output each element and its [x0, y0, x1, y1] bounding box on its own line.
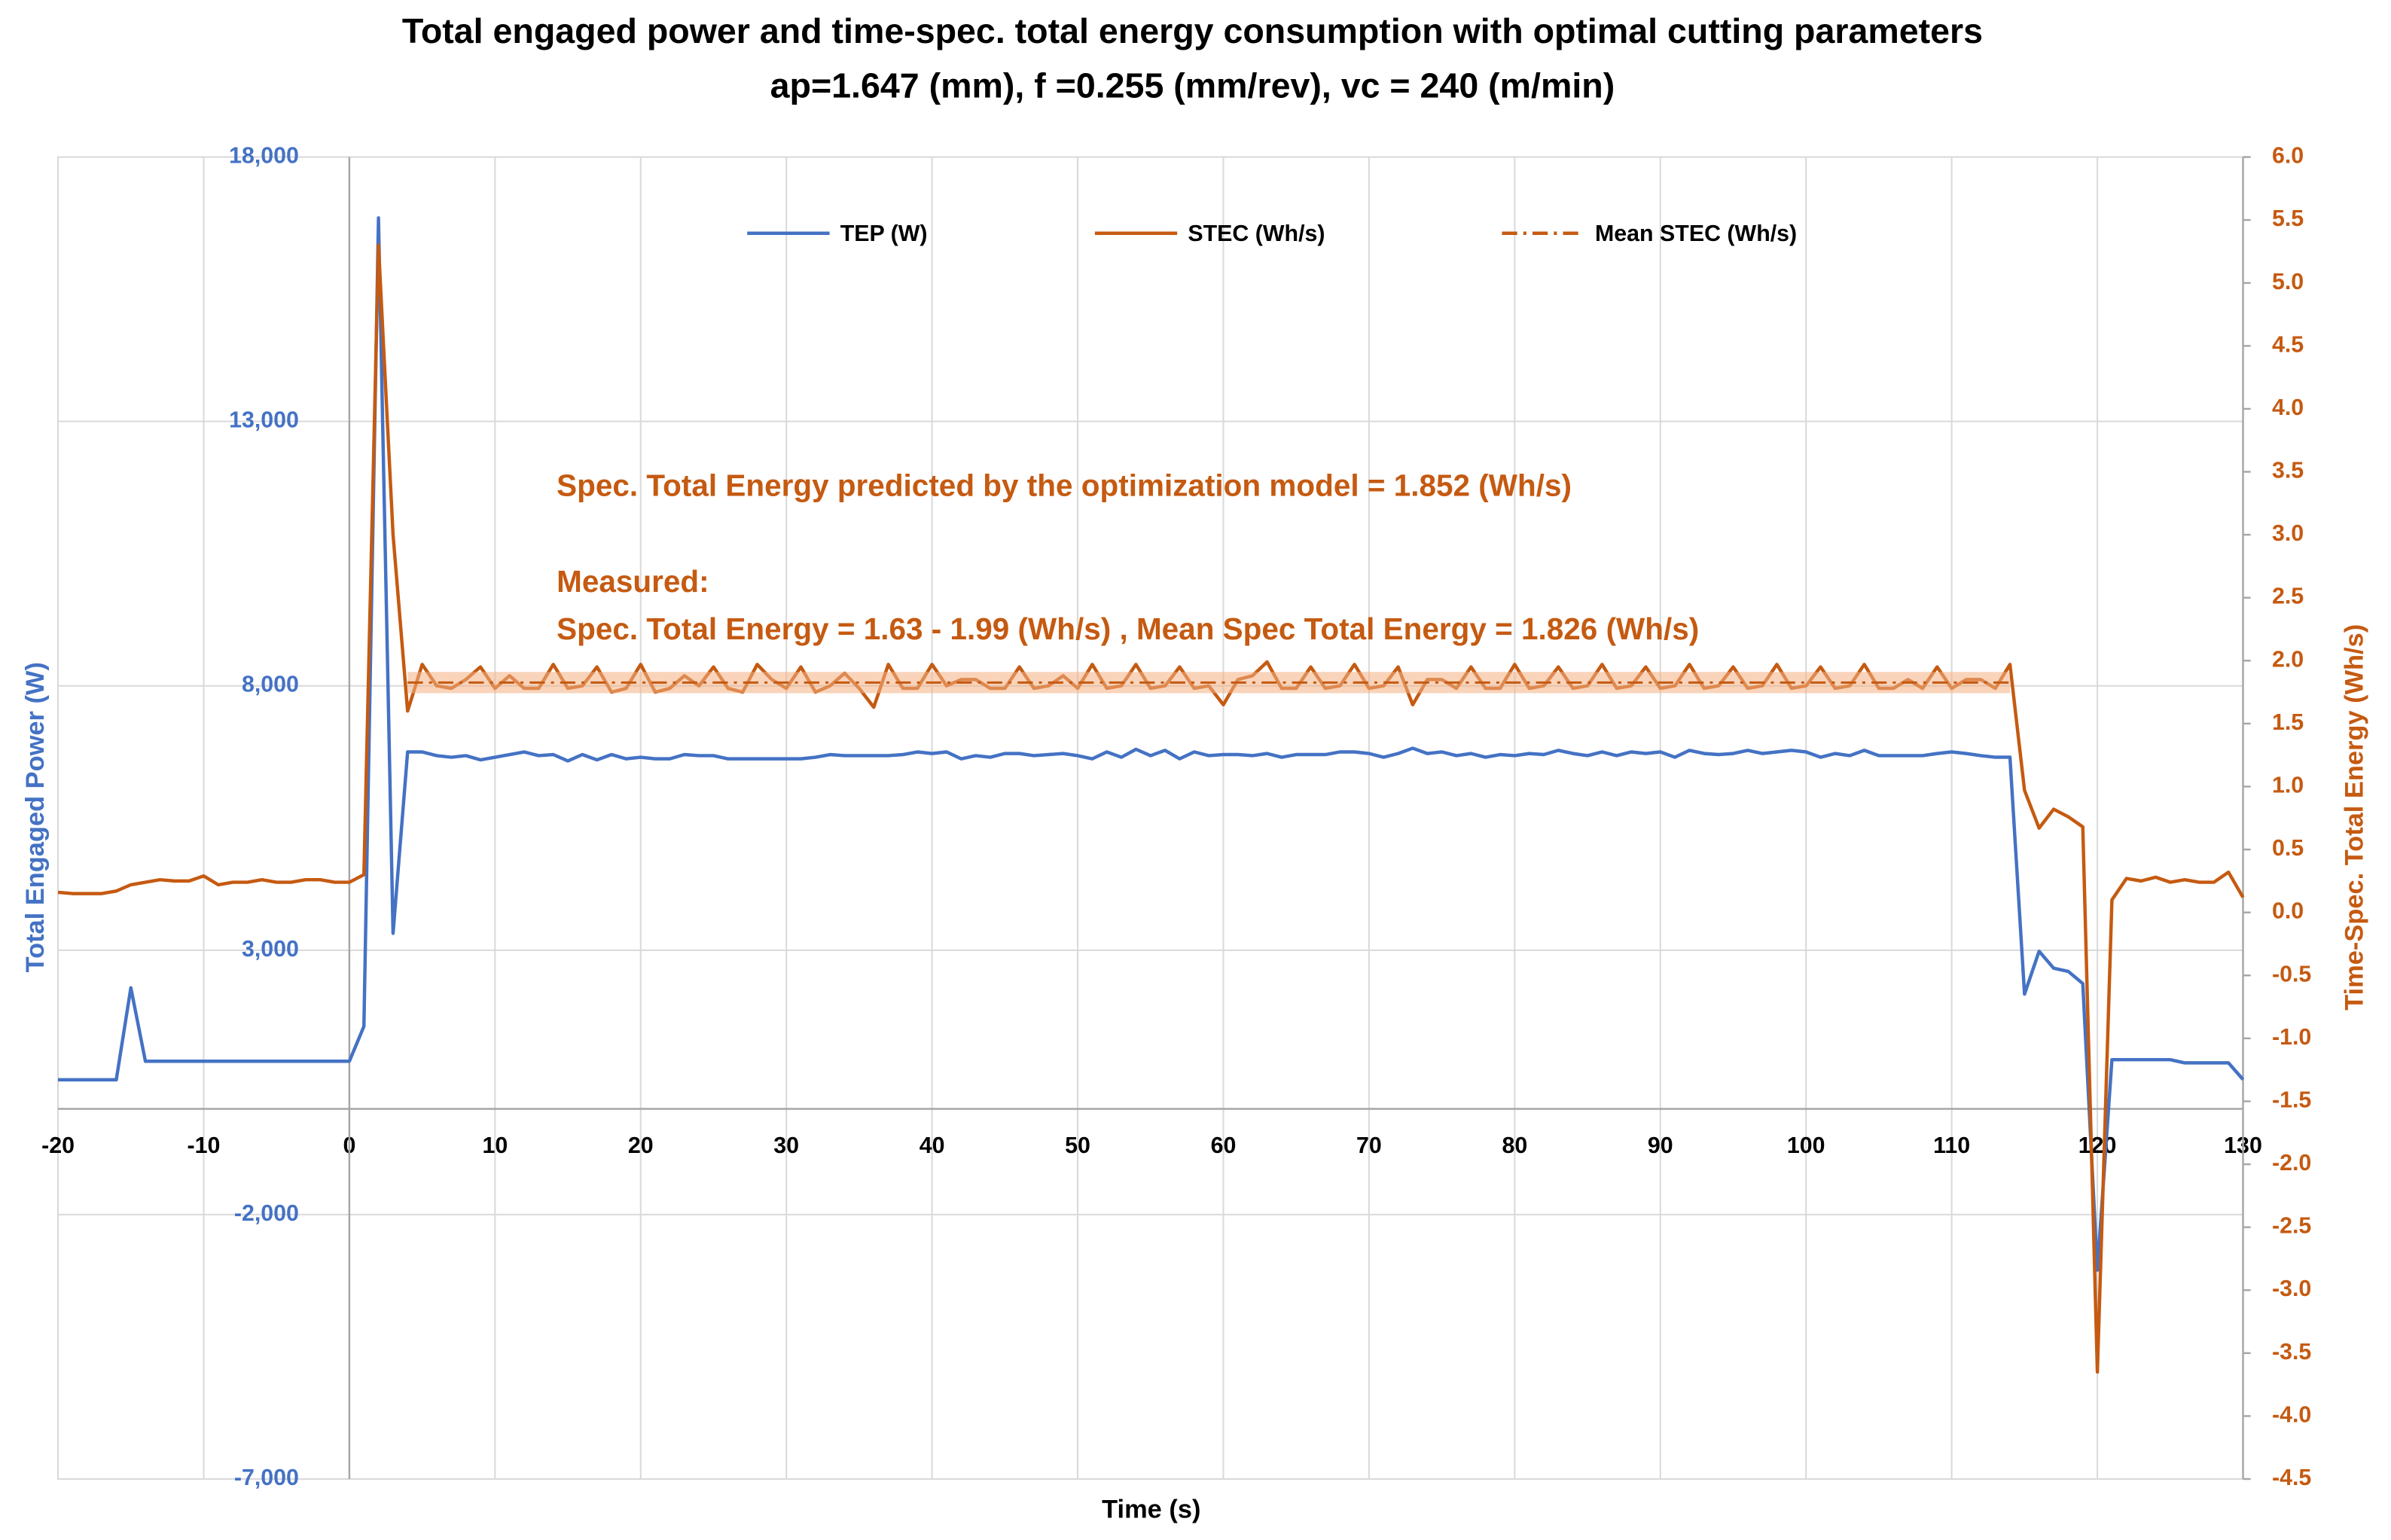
chart-title: Total engaged power and time-spec. total…	[402, 11, 1983, 50]
y2-tick-label: 6.0	[2272, 144, 2304, 169]
legend-label: TEP (W)	[840, 221, 928, 246]
y2-tick-label: 1.0	[2272, 773, 2304, 797]
y2-tick-label: 4.5	[2272, 332, 2304, 357]
y-tick-label: 8,000	[242, 672, 299, 697]
x-tick-label: 20	[628, 1133, 654, 1158]
legend-label: STEC (Wh/s)	[1188, 221, 1325, 246]
y2-tick-label: 0.5	[2272, 836, 2304, 861]
y2-tick-label: 2.0	[2272, 647, 2304, 672]
y2-tick-label: -3.5	[2272, 1340, 2311, 1365]
y2-tick-label: 5.0	[2272, 270, 2304, 294]
x-tick-label: -10	[188, 1133, 221, 1158]
annotation: Measured:	[557, 564, 709, 599]
x-tick-label: 60	[1211, 1133, 1237, 1158]
y2-tick-label: -2.0	[2272, 1151, 2311, 1176]
y2-tick-label: -3.0	[2272, 1276, 2311, 1301]
x-tick-label: -20	[41, 1133, 75, 1158]
y2-tick-label: -1.5	[2272, 1087, 2311, 1112]
x-axis-title: Time (s)	[1102, 1496, 1200, 1524]
y2-tick-label: -4.0	[2272, 1402, 2311, 1427]
x-tick-label: 50	[1065, 1133, 1090, 1158]
y2-tick-label: -2.5	[2272, 1214, 2311, 1239]
x-tick-label: 30	[773, 1133, 799, 1158]
y-tick-label: -7,000	[234, 1465, 299, 1490]
x-tick-label: 70	[1356, 1133, 1382, 1158]
plot-area	[57, 156, 2244, 1481]
annotation: Spec. Total Energy = 1.63 - 1.99 (Wh/s) …	[557, 611, 1699, 646]
x-tick-label: 100	[1787, 1133, 1825, 1158]
y-tick-label: 18,000	[229, 144, 299, 169]
y2-tick-label: 2.5	[2272, 584, 2304, 609]
x-tick-label: 120	[2078, 1133, 2117, 1158]
legend-label: Mean STEC (Wh/s)	[1595, 221, 1797, 246]
y-tick-label: 3,000	[242, 937, 299, 962]
y-tick-label: 13,000	[229, 408, 299, 433]
x-tick-label: 10	[482, 1133, 508, 1158]
chart-subtitle: ap=1.647 (mm), f =0.255 (mm/rev), vc = 2…	[770, 66, 1615, 105]
y2-tick-label: 1.5	[2272, 710, 2304, 735]
y2-axis-title: Time-Spec. Total Energy (Wh/s)	[2340, 624, 2368, 1011]
y2-tick-label: -0.5	[2272, 962, 2311, 987]
y2-tick-label: -4.5	[2272, 1465, 2311, 1490]
series-line	[58, 216, 2245, 1272]
y2-tick-label: 0.0	[2272, 899, 2304, 924]
y2-tick-label: -1.0	[2272, 1025, 2311, 1050]
x-tick-label: 40	[919, 1133, 945, 1158]
x-tick-label: 90	[1648, 1133, 1673, 1158]
x-tick-label: 80	[1502, 1133, 1527, 1158]
x-tick-label: 110	[1933, 1133, 1970, 1158]
y2-tick-label: 3.5	[2272, 459, 2304, 483]
y2-tick-label: 4.0	[2272, 395, 2304, 420]
y-tick-label: -2,000	[234, 1201, 299, 1226]
y2-tick-label: 3.0	[2272, 521, 2304, 546]
series-line	[57, 243, 2245, 1374]
y-axis-title: Total Engaged Power (W)	[21, 662, 50, 972]
y2-tick-label: 5.5	[2272, 206, 2304, 231]
annotation: Spec. Total Energy predicted by the opti…	[557, 468, 1572, 503]
